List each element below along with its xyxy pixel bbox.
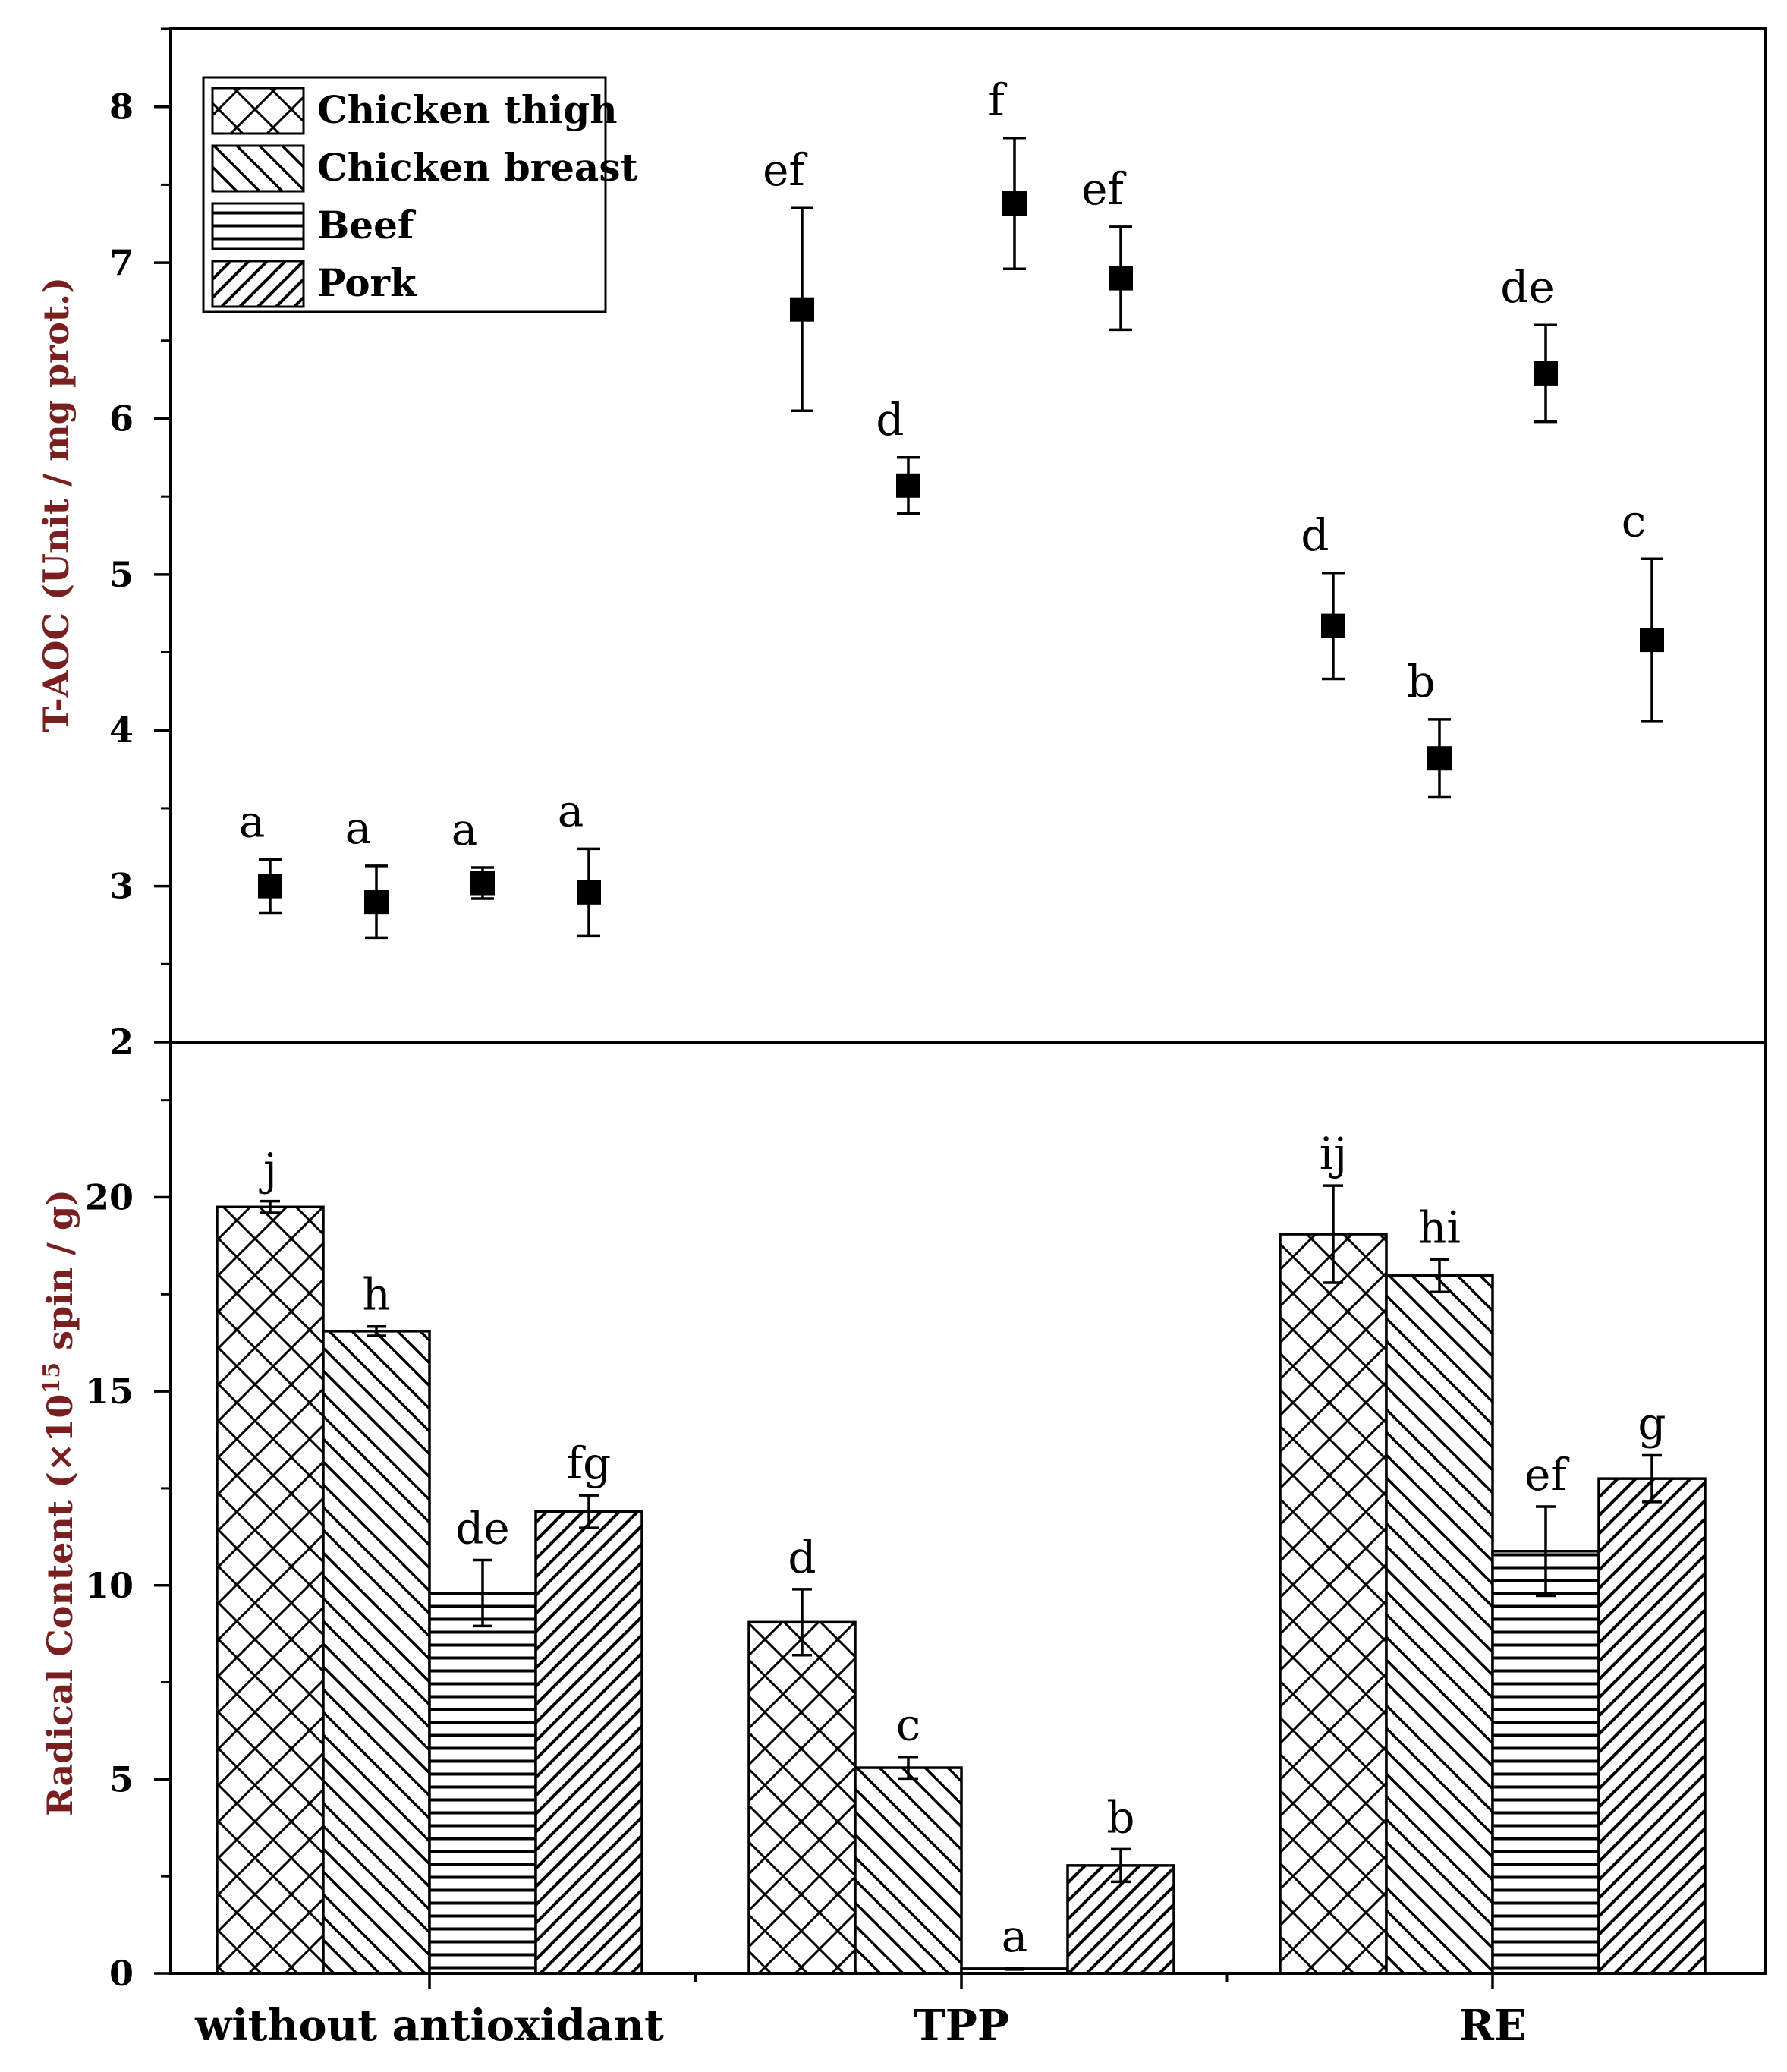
bottom-y-axis-title-suffix: spin / g): [39, 1189, 80, 1362]
bar: [854, 1766, 963, 1975]
legend: Chicken thigh Chicken breast Beef Pork: [202, 76, 638, 313]
scatter-point: [1002, 191, 1027, 216]
legend-swatch: [211, 260, 305, 308]
legend-label: Beef: [317, 203, 417, 247]
top-y-axis-title: T-AOC (Unit / mg prot.): [36, 277, 77, 732]
x-axis: [428, 1973, 1494, 1989]
point-significance-label: a: [451, 804, 478, 855]
top-y-tick-label: 7: [109, 242, 134, 283]
bar: [216, 1205, 325, 1975]
scatter-point: [1427, 746, 1452, 771]
scatter-point: [1534, 361, 1558, 386]
bar: [1491, 1550, 1600, 1975]
bottom-y-axis-title-main: Radical Content (×10: [39, 1394, 80, 1816]
scatter-point: [896, 473, 920, 498]
x-category-label: RE: [1458, 2001, 1526, 2051]
scatter-point: [364, 890, 389, 915]
top-y-tick-label: 2: [109, 1022, 134, 1063]
bar-significance-label: ef: [1524, 1449, 1569, 1500]
bottom-y-tick-label: 15: [85, 1371, 134, 1412]
bar-significance-label: j: [259, 1144, 277, 1195]
x-category-label: TPP: [914, 2001, 1009, 2051]
bar-error-bars: [260, 1184, 1662, 1971]
bar-significance-label: ij: [1320, 1128, 1348, 1179]
top-y-tick-label: 4: [109, 710, 134, 751]
scatter-point: [1109, 266, 1133, 291]
scatter-point: [258, 874, 282, 899]
scatter-point: [577, 880, 601, 905]
point-significance-label: a: [558, 785, 584, 836]
top-y-tick-label: 3: [109, 866, 134, 907]
bar-series-group: [216, 1205, 1707, 1975]
legend-label: Chicken thigh: [317, 87, 618, 132]
bottom-y-tick-label: 20: [85, 1177, 134, 1218]
bottom-y-tick-label: 0: [109, 1953, 134, 1994]
bar: [1279, 1233, 1388, 1975]
legend-label: Chicken breast: [317, 145, 638, 190]
bottom-y-axis-title-exponent: 15: [39, 1362, 65, 1394]
top-y-tick-label: 8: [109, 87, 134, 128]
scatter-point: [1321, 613, 1345, 638]
bar-significance-label: h: [362, 1269, 390, 1321]
point-significance-label: d: [876, 394, 904, 446]
top-y-axis: 2 3 4 5 6 7 8: [109, 27, 171, 1063]
bar-significance-label: g: [1638, 1397, 1666, 1449]
bottom-panel-frame: [169, 1041, 1767, 1975]
bar-significance-label: de: [455, 1503, 509, 1554]
point-significance-label: a: [345, 802, 372, 854]
x-category-label: without antioxidant: [194, 2001, 664, 2051]
legend-swatch: [211, 202, 305, 250]
point-significance-label: c: [1622, 495, 1646, 546]
point-significance-label: a: [239, 796, 266, 848]
scatter-point: [790, 297, 814, 322]
scatter-point: [470, 871, 495, 896]
bar: [747, 1620, 857, 1975]
scatter-significance-labels: a a a a ef d f ef d b de c: [239, 74, 1647, 855]
bar-significance-label: hi: [1418, 1201, 1461, 1253]
point-significance-label: b: [1407, 656, 1435, 707]
bar-significance-label: a: [1002, 1910, 1028, 1962]
bar: [428, 1592, 537, 1975]
point-significance-label: ef: [763, 144, 807, 196]
bar: [322, 1330, 431, 1975]
bar: [1597, 1477, 1707, 1975]
bottom-y-tick-label: 5: [109, 1759, 134, 1800]
top-y-tick-label: 5: [109, 554, 134, 595]
point-significance-label: de: [1500, 261, 1554, 313]
bar-significance-label: c: [896, 1699, 920, 1751]
bar: [1385, 1274, 1494, 1975]
point-significance-label: d: [1301, 509, 1329, 561]
bar: [534, 1510, 643, 1975]
point-significance-label: ef: [1081, 163, 1126, 215]
bar-significance-label: d: [788, 1532, 816, 1583]
legend-swatch: [211, 87, 305, 135]
x-category-labels: without antioxidant TPP RE: [194, 2001, 1526, 2051]
bar-significance-label: b: [1106, 1791, 1134, 1843]
bar-significance-labels: j d ij h c hi de a ef fg b g: [259, 1128, 1666, 1962]
bottom-y-tick-label: 10: [85, 1565, 134, 1606]
legend-label: Pork: [317, 260, 417, 305]
bottom-y-axis-title: Radical Content (×1015 spin / g): [39, 1189, 81, 1816]
scatter-point: [1640, 628, 1664, 653]
bar-significance-label: fg: [567, 1437, 612, 1489]
scatter-points-group: [258, 137, 1664, 940]
bottom-y-axis: 0 5 10 15 20: [85, 1099, 171, 1994]
legend-swatch: [211, 144, 305, 193]
top-y-tick-label: 6: [109, 398, 134, 439]
point-significance-label: f: [988, 74, 1007, 126]
